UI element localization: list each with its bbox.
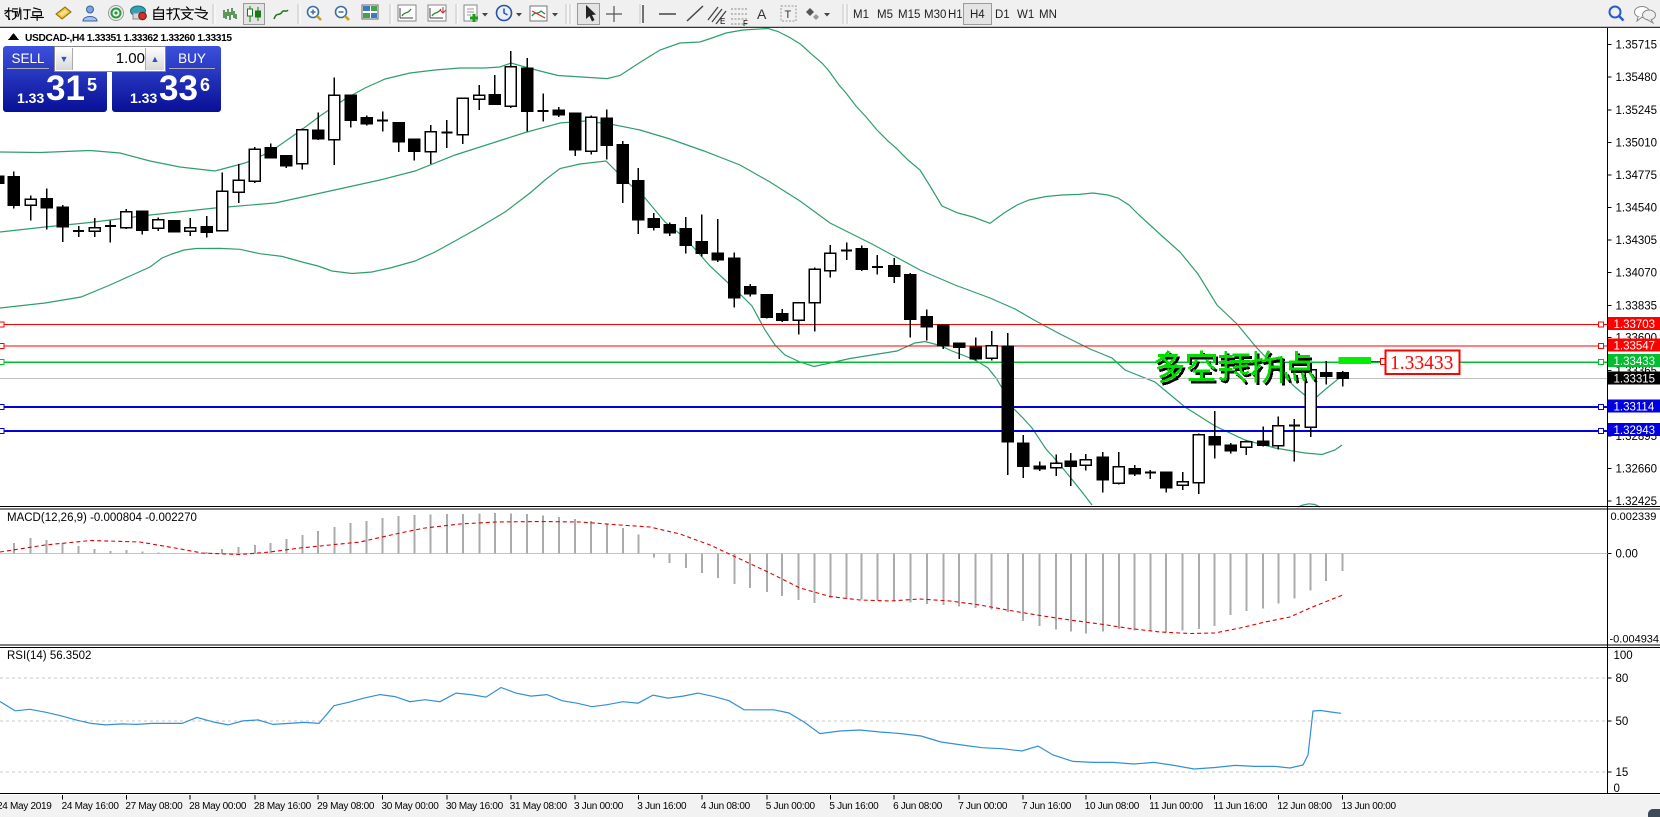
svg-text:A: A (757, 6, 767, 22)
svg-text:E: E (720, 17, 725, 26)
svg-text:80: 80 (1616, 673, 1629, 685)
svg-text:1.33315: 1.33315 (1614, 374, 1656, 386)
svg-text:1.33433: 1.33433 (1614, 356, 1656, 368)
svg-text:24 May 2019: 24 May 2019 (0, 801, 52, 812)
svg-text:5 Jun 00:00: 5 Jun 00:00 (766, 801, 816, 812)
svg-text:28 May 16:00: 28 May 16:00 (254, 801, 312, 812)
svg-text:MACD(12,26,9) -0.000804 -0.002: MACD(12,26,9) -0.000804 -0.002270 (7, 512, 197, 524)
svg-text:6 Jun 08:00: 6 Jun 08:00 (893, 801, 943, 812)
svg-text:11 Jun 16:00: 11 Jun 16:00 (1214, 801, 1268, 812)
svg-text:M5: M5 (877, 9, 893, 21)
svg-text:0.00: 0.00 (1616, 549, 1638, 561)
svg-text:5 Jun 16:00: 5 Jun 16:00 (829, 801, 879, 812)
svg-text:RSI(14) 56.3502: RSI(14) 56.3502 (7, 650, 91, 662)
svg-text:USDCAD-,H4 1.33351 1.33362 1.: USDCAD-,H4 1.33351 1.33362 1.33260 1.333… (25, 33, 232, 44)
svg-text:28 May 00:00: 28 May 00:00 (189, 801, 247, 812)
svg-text:0.002339: 0.002339 (1611, 511, 1657, 523)
svg-text:1.33433: 1.33433 (1390, 353, 1453, 374)
svg-text:T: T (785, 9, 792, 21)
svg-text:1.32943: 1.32943 (1614, 425, 1656, 437)
svg-text:7 Jun 00:00: 7 Jun 00:00 (958, 801, 1008, 812)
svg-text:15: 15 (1616, 767, 1629, 779)
svg-text:1.35245: 1.35245 (1616, 105, 1658, 117)
svg-text:1.35010: 1.35010 (1616, 137, 1658, 149)
svg-text:D1: D1 (995, 9, 1010, 21)
svg-text:M30: M30 (924, 9, 946, 21)
svg-text:13 Jun 00:00: 13 Jun 00:00 (1342, 801, 1397, 812)
svg-text:24 May 16:00: 24 May 16:00 (62, 801, 120, 812)
svg-text:1.33835: 1.33835 (1616, 301, 1658, 313)
svg-text:12 Jun 08:00: 12 Jun 08:00 (1277, 801, 1332, 812)
svg-text:29 May 08:00: 29 May 08:00 (317, 801, 375, 812)
svg-text:M1: M1 (853, 9, 869, 21)
svg-text:0: 0 (1614, 783, 1620, 795)
svg-text:1.35715: 1.35715 (1616, 40, 1658, 52)
svg-text:27 May 08:00: 27 May 08:00 (125, 801, 183, 812)
svg-text:H1: H1 (948, 9, 963, 21)
svg-text:W1: W1 (1017, 9, 1034, 21)
svg-text:3 Jun 00:00: 3 Jun 00:00 (574, 801, 624, 812)
svg-text:1.32425: 1.32425 (1616, 496, 1658, 508)
svg-text:F: F (743, 19, 748, 28)
svg-text:1.34540: 1.34540 (1616, 203, 1658, 215)
svg-text:1.33114: 1.33114 (1614, 402, 1655, 414)
svg-text:7 Jun 16:00: 7 Jun 16:00 (1022, 801, 1072, 812)
svg-text:1.32660: 1.32660 (1616, 464, 1658, 476)
svg-text:1.34305: 1.34305 (1616, 235, 1658, 247)
svg-text:30 May 16:00: 30 May 16:00 (446, 801, 504, 812)
svg-text:3 Jun 16:00: 3 Jun 16:00 (637, 801, 687, 812)
svg-text:31 May 08:00: 31 May 08:00 (510, 801, 568, 812)
svg-text:M15: M15 (898, 9, 920, 21)
svg-text:10 Jun 08:00: 10 Jun 08:00 (1085, 801, 1140, 812)
svg-text:100: 100 (1614, 650, 1633, 662)
svg-text:H4: H4 (970, 9, 985, 21)
svg-text:1.34070: 1.34070 (1616, 268, 1658, 280)
svg-text:1.33547: 1.33547 (1614, 341, 1656, 353)
svg-text:1.35480: 1.35480 (1616, 72, 1658, 84)
svg-text:1.33703: 1.33703 (1614, 319, 1656, 331)
svg-text:30 May 00:00: 30 May 00:00 (382, 801, 440, 812)
svg-text:1.34775: 1.34775 (1616, 170, 1658, 182)
svg-text:50: 50 (1616, 716, 1629, 728)
svg-text:MN: MN (1039, 9, 1057, 21)
svg-text:11 Jun 00:00: 11 Jun 00:00 (1149, 801, 1203, 812)
svg-text:-0.004934: -0.004934 (1610, 634, 1660, 646)
svg-text:4 Jun 08:00: 4 Jun 08:00 (701, 801, 751, 812)
